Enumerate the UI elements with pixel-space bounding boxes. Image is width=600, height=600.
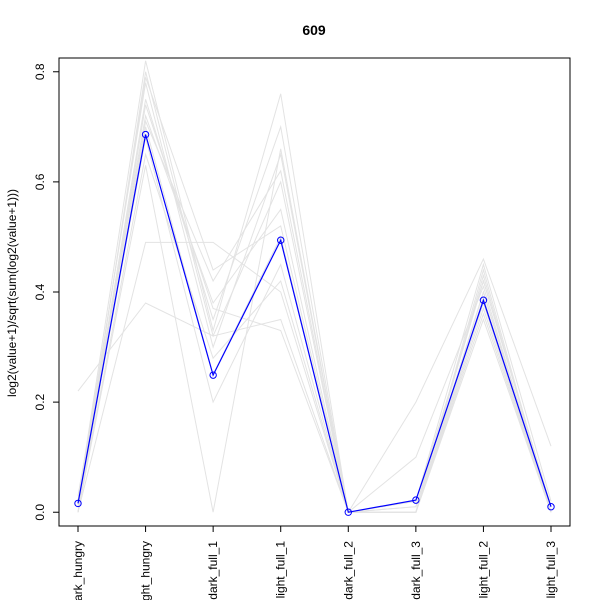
x-axis: dark_hungry light_hungry dark_full_1 light_… — [71, 525, 558, 600]
highlight-point-5 — [412, 496, 420, 504]
y-tick-label: 0.0 — [33, 504, 47, 521]
highlight-point-1 — [141, 130, 150, 139]
y-tick-label: 0.6 — [33, 173, 47, 190]
highlight-point-2 — [209, 371, 217, 379]
background-series-line-11 — [77, 77, 552, 513]
plot-frame — [58, 57, 571, 527]
x-tick-label: light_full_1 — [274, 541, 288, 599]
background-series-line-2 — [77, 99, 552, 513]
highlight-point-0 — [74, 499, 82, 508]
y-tick-label: 0.2 — [33, 393, 47, 410]
chart-title: 609 — [302, 22, 326, 38]
x-tick-label: dark_full_3 — [409, 541, 423, 600]
y-axis-label: log2(value+1)/sqrt(sum(log2(value+1))) — [5, 189, 19, 397]
highlight-series-group — [74, 130, 555, 516]
highlight-point-7 — [547, 503, 555, 511]
y-tick-label: 0.4 — [33, 283, 47, 300]
x-tick-label: dark_full_1 — [206, 541, 220, 600]
background-series-line-12 — [77, 104, 552, 513]
y-tick-label: 0.8 — [33, 63, 47, 80]
highlight-point-3 — [277, 236, 285, 244]
highlight-point-4 — [344, 508, 352, 516]
highlight-series-line — [77, 134, 552, 513]
background-series-line-13 — [77, 119, 552, 513]
highlight-point-6 — [479, 296, 488, 304]
background-series-line-10 — [77, 148, 552, 514]
background-series-group — [77, 60, 552, 514]
x-tick-label: light_full_2 — [476, 541, 490, 599]
background-series-line-7 — [77, 60, 552, 513]
x-tick-label: light_hungry — [139, 541, 153, 600]
background-series-line-9 — [77, 284, 552, 514]
background-series-line-5 — [77, 137, 552, 513]
x-tick-label: dark_hungry — [71, 541, 85, 600]
y-axis: 0.0 0.2 0.4 0.6 0.8 — [33, 63, 60, 521]
x-tick-label: dark_full_2 — [341, 541, 355, 600]
x-tick-label: light_full_3 — [544, 541, 558, 599]
